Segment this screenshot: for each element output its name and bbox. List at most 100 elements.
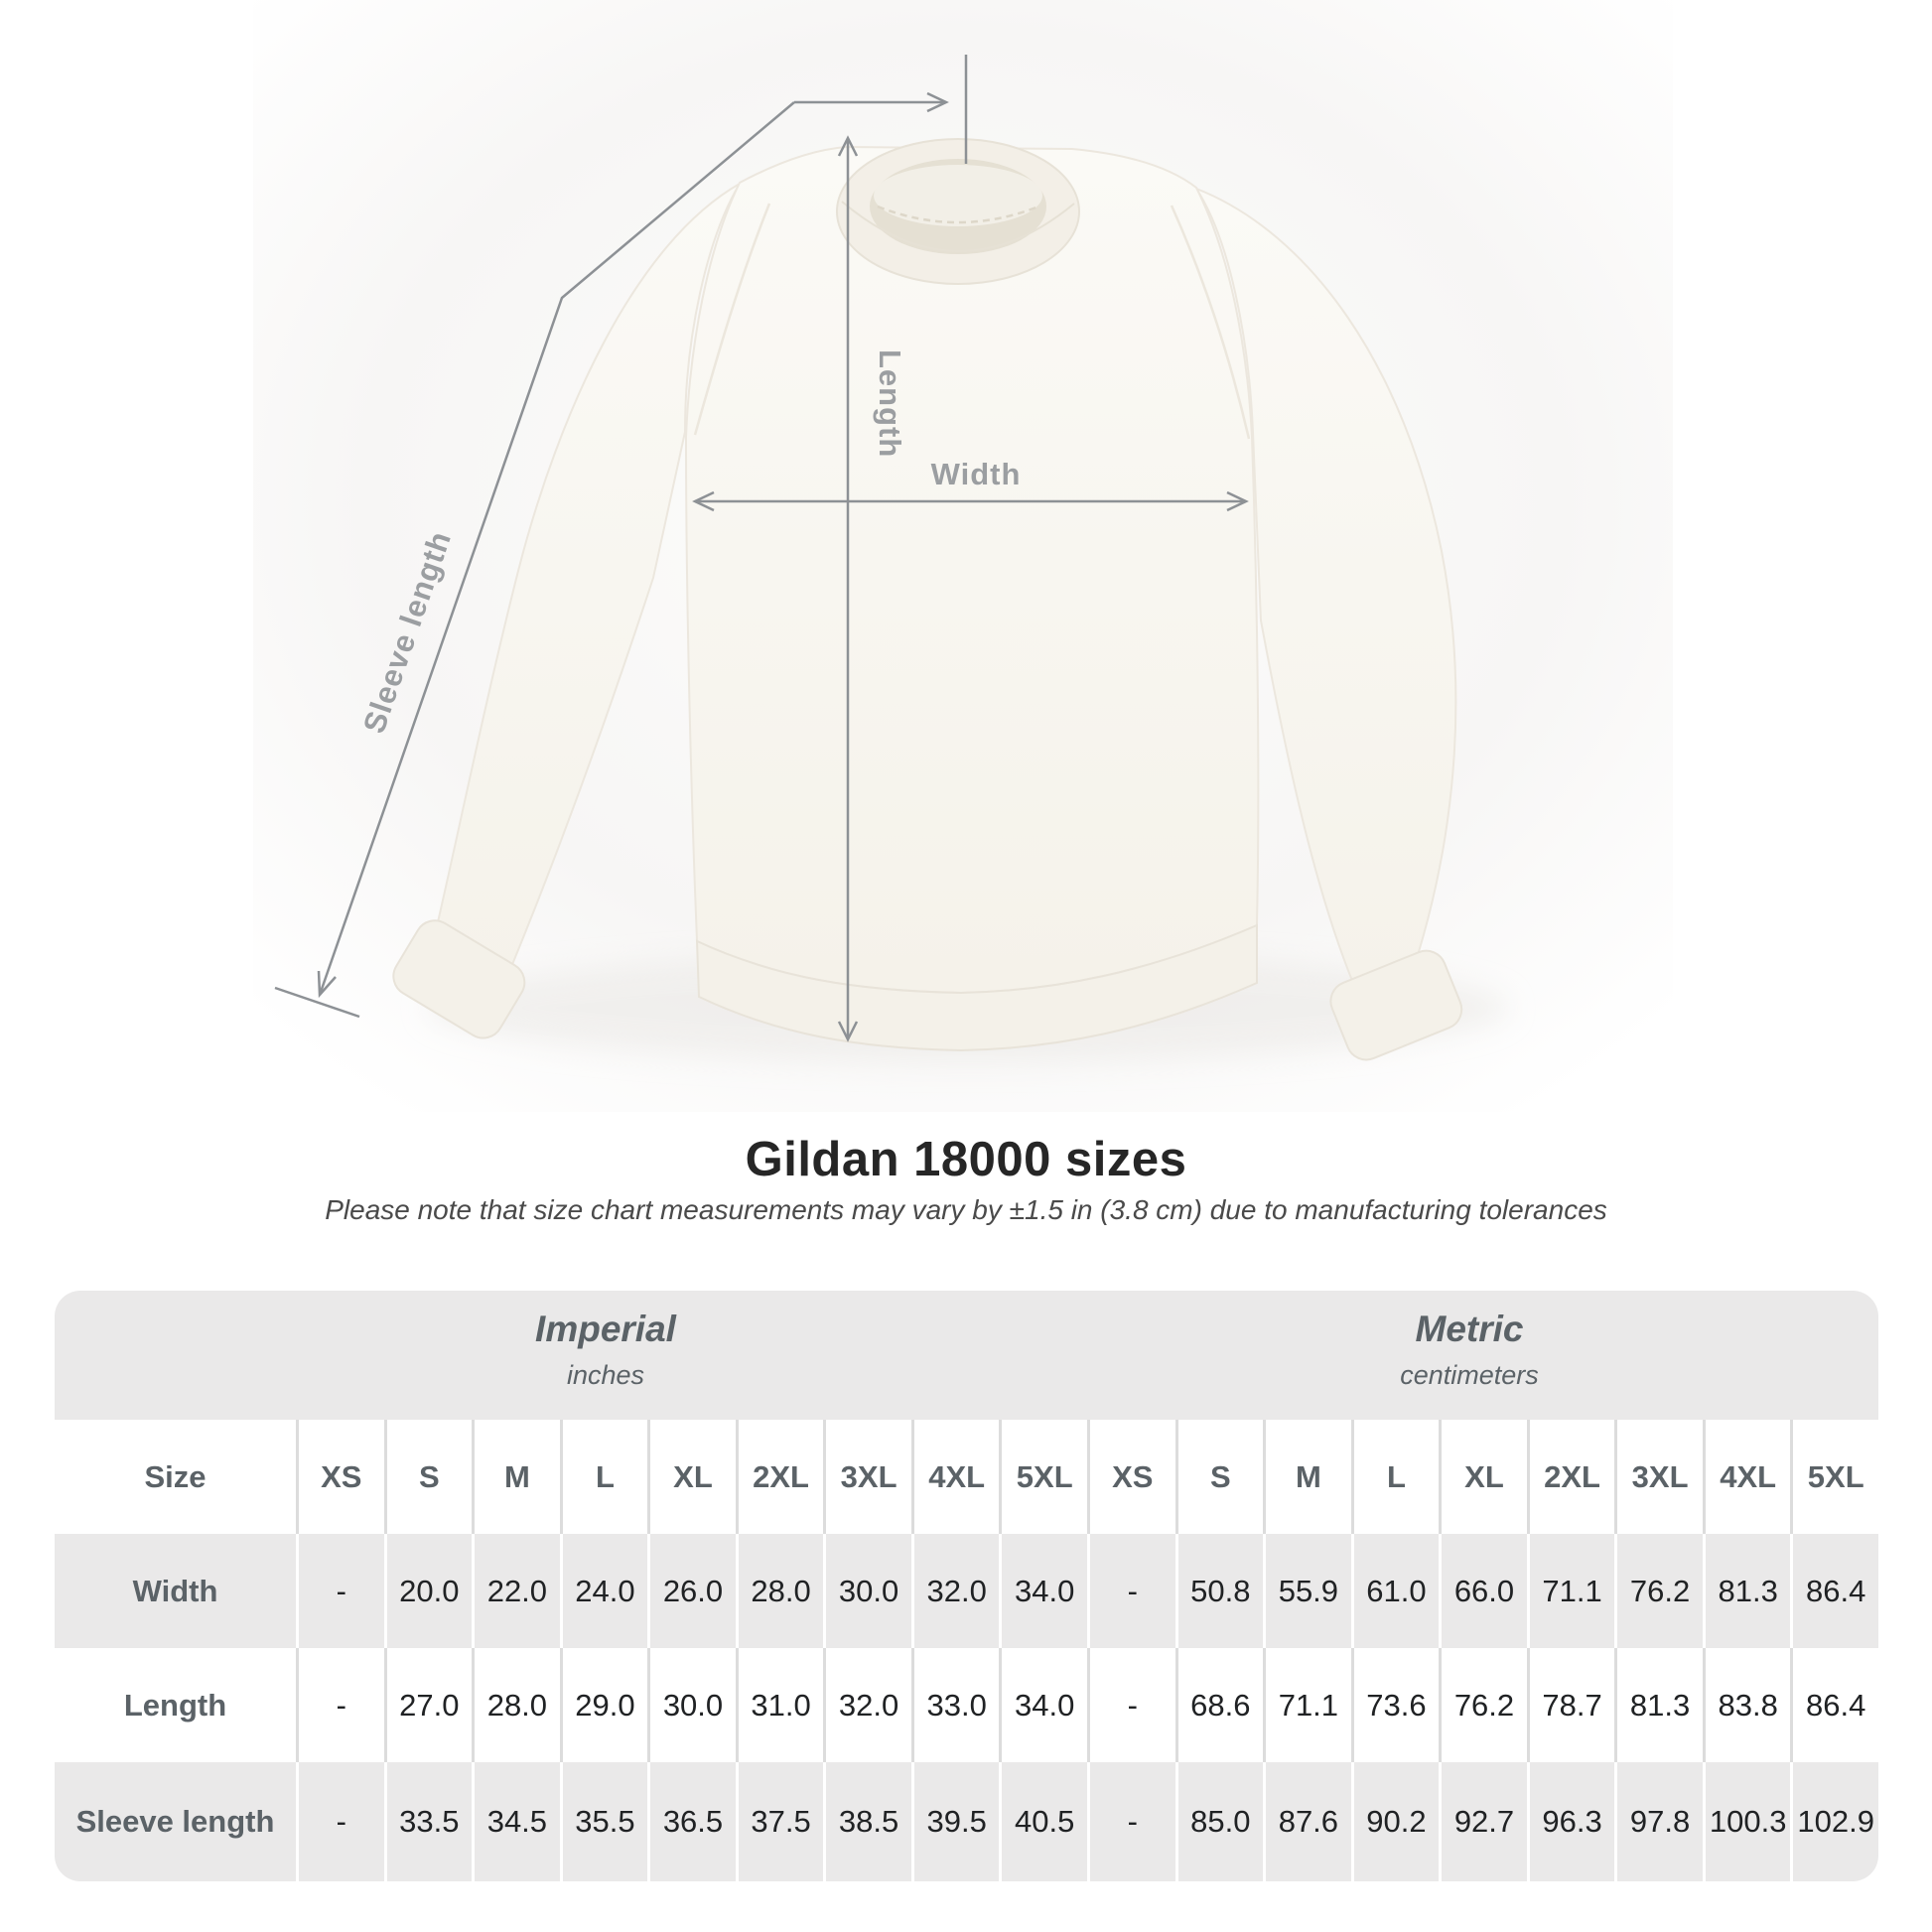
sleeve-top-arrowhead bbox=[926, 91, 949, 113]
size-col-header: XS bbox=[1087, 1420, 1175, 1534]
value-cell: 76.2 bbox=[1439, 1648, 1527, 1762]
value-cell: 55.9 bbox=[1263, 1534, 1351, 1648]
sweatshirt-diagram: Length Width Sleeve length bbox=[253, 0, 1673, 1112]
imperial-unit: inches bbox=[566, 1360, 645, 1390]
value-cell: 85.0 bbox=[1174, 1762, 1264, 1881]
metric-unit: centimeters bbox=[1400, 1360, 1539, 1390]
table-row-width: Width - 20.0 22.0 24.0 26.0 28.0 30.0 32… bbox=[55, 1534, 1878, 1648]
value-cell: 28.0 bbox=[735, 1534, 824, 1648]
value-cell: 34.5 bbox=[472, 1762, 560, 1881]
value-cell: 34.0 bbox=[999, 1534, 1087, 1648]
value-cell: 86.4 bbox=[1790, 1648, 1878, 1762]
value-cell: 90.2 bbox=[1350, 1762, 1440, 1881]
value-cell: 29.0 bbox=[559, 1648, 648, 1762]
value-cell: 100.3 bbox=[1702, 1762, 1791, 1881]
value-cell: 35.5 bbox=[559, 1762, 648, 1881]
sleeve-length-line bbox=[318, 101, 795, 996]
value-cell: 68.6 bbox=[1174, 1648, 1264, 1762]
table-row-sleeve-length: Sleeve length - 33.5 34.5 35.5 36.5 37.5… bbox=[55, 1762, 1878, 1881]
tolerance-note: Please note that size chart measurements… bbox=[325, 1194, 1607, 1225]
value-cell: 27.0 bbox=[383, 1648, 473, 1762]
size-col-header: XL bbox=[1439, 1420, 1527, 1534]
size-col-header: 3XL bbox=[1614, 1420, 1703, 1534]
value-cell: 102.9 bbox=[1790, 1762, 1878, 1881]
size-col-header: 5XL bbox=[1790, 1420, 1878, 1534]
value-cell: 30.0 bbox=[647, 1648, 736, 1762]
size-col-header: 5XL bbox=[999, 1420, 1087, 1534]
value-cell: 33.5 bbox=[383, 1762, 473, 1881]
right-shoulder-seam bbox=[1170, 205, 1251, 440]
size-col-header: 2XL bbox=[1526, 1420, 1615, 1534]
value-cell: 81.3 bbox=[1702, 1534, 1791, 1648]
metric-title: Metric bbox=[1415, 1309, 1524, 1349]
table-row-length: Length - 27.0 28.0 29.0 30.0 31.0 32.0 3… bbox=[55, 1648, 1878, 1762]
value-cell: 39.5 bbox=[910, 1762, 1000, 1881]
size-col-header: S bbox=[383, 1420, 473, 1534]
width-left-arrowhead bbox=[692, 490, 715, 512]
row-label: Length bbox=[123, 1687, 227, 1723]
value-cell: 73.6 bbox=[1350, 1648, 1440, 1762]
value-cell: 38.5 bbox=[823, 1762, 911, 1881]
width-label: Width bbox=[931, 457, 1022, 491]
value-cell: 76.2 bbox=[1614, 1534, 1703, 1648]
left-shoulder-seam bbox=[693, 203, 771, 436]
page-title: Gildan 18000 sizes bbox=[745, 1133, 1187, 1186]
value-cell: 20.0 bbox=[383, 1534, 473, 1648]
size-col-header: XL bbox=[647, 1420, 736, 1534]
value-cell: 32.0 bbox=[823, 1648, 911, 1762]
value-cell: 40.5 bbox=[999, 1762, 1087, 1881]
value-cell: 33.0 bbox=[910, 1648, 1000, 1762]
size-col-header: M bbox=[472, 1420, 560, 1534]
sweatshirt-left-cuff bbox=[392, 919, 526, 1039]
value-cell: 61.0 bbox=[1350, 1534, 1440, 1648]
row-label: Sleeve length bbox=[75, 1804, 275, 1839]
value-cell: 71.1 bbox=[1526, 1534, 1615, 1648]
size-col-header: XS bbox=[296, 1420, 384, 1534]
size-col-header: L bbox=[559, 1420, 648, 1534]
metric-section-header: Metric centimeters bbox=[1400, 1309, 1539, 1391]
value-cell: 37.5 bbox=[735, 1762, 824, 1881]
imperial-title: Imperial bbox=[535, 1309, 676, 1349]
sweatshirt-hem bbox=[695, 923, 1258, 1052]
value-cell: - bbox=[1087, 1762, 1175, 1881]
size-header-cell: Size bbox=[144, 1458, 207, 1494]
value-cell: 22.0 bbox=[472, 1534, 560, 1648]
size-table: Imperial inches Metric centimeters Size … bbox=[55, 1291, 1878, 1881]
value-cell: 50.8 bbox=[1174, 1534, 1264, 1648]
width-right-arrowhead bbox=[1226, 490, 1249, 512]
value-cell: 26.0 bbox=[647, 1534, 736, 1648]
size-col-header: 4XL bbox=[1702, 1420, 1791, 1534]
value-cell: 36.5 bbox=[647, 1762, 736, 1881]
length-bottom-arrowhead bbox=[837, 1021, 859, 1042]
size-header-row: Size XS S M L XL 2XL 3XL 4XL 5XL XS S M … bbox=[55, 1420, 1878, 1534]
row-label: Width bbox=[132, 1573, 218, 1608]
value-cell: - bbox=[1087, 1648, 1175, 1762]
value-cell: - bbox=[296, 1648, 384, 1762]
value-cell: 81.3 bbox=[1614, 1648, 1703, 1762]
sleeve-bottom-tick bbox=[274, 986, 360, 1019]
value-cell: 31.0 bbox=[735, 1648, 824, 1762]
sweatshirt-collar bbox=[836, 138, 1080, 285]
value-cell: 66.0 bbox=[1439, 1534, 1527, 1648]
value-cell: - bbox=[296, 1534, 384, 1648]
value-cell: 87.6 bbox=[1263, 1762, 1351, 1881]
size-col-header: 2XL bbox=[735, 1420, 824, 1534]
value-cell: 97.8 bbox=[1614, 1762, 1703, 1881]
value-cell: 71.1 bbox=[1263, 1648, 1351, 1762]
unit-section-band: Imperial inches Metric centimeters bbox=[55, 1291, 1878, 1420]
value-cell: 30.0 bbox=[823, 1534, 911, 1648]
sweatshirt-right-cuff bbox=[1329, 949, 1463, 1061]
measurement-lines bbox=[274, 55, 1249, 1042]
value-cell: - bbox=[296, 1762, 384, 1881]
size-col-header: S bbox=[1174, 1420, 1264, 1534]
size-col-header: L bbox=[1350, 1420, 1440, 1534]
length-label: Length bbox=[873, 349, 907, 458]
value-cell: 78.7 bbox=[1526, 1648, 1615, 1762]
value-cell: 86.4 bbox=[1790, 1534, 1878, 1648]
size-col-header: 4XL bbox=[910, 1420, 1000, 1534]
value-cell: 96.3 bbox=[1526, 1762, 1615, 1881]
size-col-header: 3XL bbox=[823, 1420, 911, 1534]
sleeve-bottom-arrowhead bbox=[317, 970, 337, 999]
value-cell: 92.7 bbox=[1439, 1762, 1527, 1881]
